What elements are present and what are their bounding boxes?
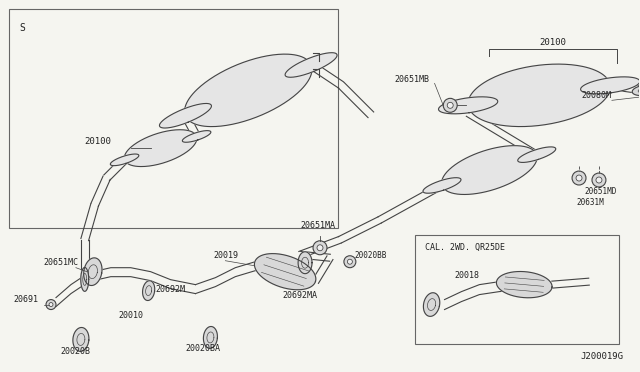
Text: 20080M: 20080M	[582, 92, 612, 100]
Polygon shape	[73, 327, 89, 352]
Circle shape	[444, 98, 457, 112]
Text: J200019G: J200019G	[581, 352, 624, 361]
Polygon shape	[110, 154, 139, 166]
Circle shape	[317, 245, 323, 251]
Polygon shape	[424, 293, 440, 316]
Text: 20100: 20100	[84, 137, 111, 146]
Polygon shape	[84, 258, 102, 285]
Text: 20020B: 20020B	[61, 347, 91, 356]
Circle shape	[592, 173, 606, 187]
Circle shape	[576, 175, 582, 181]
Circle shape	[596, 177, 602, 183]
Circle shape	[49, 302, 53, 307]
Circle shape	[572, 171, 586, 185]
Text: 20692MA: 20692MA	[282, 291, 317, 299]
Text: 20010: 20010	[119, 311, 144, 320]
Text: CAL. 2WD. QR25DE: CAL. 2WD. QR25DE	[424, 243, 504, 252]
Polygon shape	[124, 130, 197, 167]
Bar	[9, 9, 338, 228]
Text: 20691: 20691	[13, 295, 38, 304]
Polygon shape	[580, 77, 640, 94]
Polygon shape	[204, 327, 218, 348]
Text: S: S	[19, 23, 25, 33]
Polygon shape	[255, 254, 316, 290]
Text: 20020BA: 20020BA	[185, 344, 220, 353]
Text: 20100: 20100	[540, 38, 566, 46]
Polygon shape	[497, 272, 552, 298]
Circle shape	[344, 256, 356, 268]
Circle shape	[447, 102, 453, 108]
Polygon shape	[298, 252, 312, 274]
Bar	[415, 235, 619, 344]
Circle shape	[46, 299, 56, 310]
Polygon shape	[182, 131, 211, 142]
Text: 20018: 20018	[454, 271, 479, 280]
Text: 20651MA: 20651MA	[301, 221, 335, 230]
Circle shape	[348, 259, 353, 264]
Polygon shape	[518, 147, 556, 163]
Text: 20019: 20019	[213, 251, 238, 260]
Text: 20651MD: 20651MD	[584, 187, 616, 196]
Polygon shape	[184, 54, 312, 126]
Polygon shape	[438, 97, 498, 114]
Polygon shape	[143, 281, 155, 301]
Polygon shape	[285, 53, 337, 77]
Polygon shape	[442, 146, 537, 195]
Polygon shape	[81, 267, 89, 291]
Text: 20651MB: 20651MB	[395, 76, 429, 84]
Polygon shape	[632, 85, 640, 96]
Polygon shape	[159, 103, 211, 128]
Polygon shape	[423, 178, 461, 193]
Text: 20651MC: 20651MC	[43, 258, 78, 267]
Circle shape	[313, 241, 327, 255]
Text: 20631M: 20631M	[576, 198, 604, 207]
Text: 20020BB: 20020BB	[355, 251, 387, 260]
Polygon shape	[468, 64, 611, 126]
Text: 20692M: 20692M	[156, 285, 186, 294]
